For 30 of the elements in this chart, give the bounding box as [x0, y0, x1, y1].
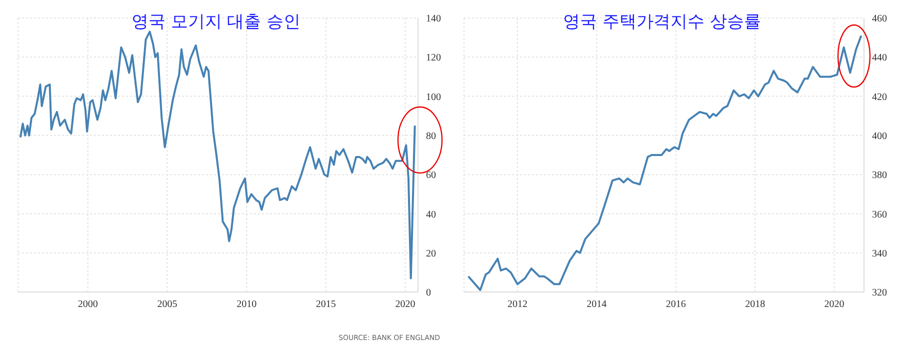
x-tick-label: 2010	[236, 299, 257, 310]
y-tick-label: 60	[426, 170, 436, 182]
y-tick-label: 80	[426, 130, 436, 142]
chart-title: 영국 주택가격지수 상승률	[562, 11, 762, 33]
y-tick-label: 120	[426, 52, 441, 64]
y-tick-label: 380	[872, 170, 887, 182]
y-tick-label: 40	[426, 209, 436, 220]
y-tick-label: 360	[872, 209, 887, 220]
y-tick-label: 320	[872, 288, 887, 299]
x-tick-label: 2012	[507, 299, 528, 310]
y-tick-label: 340	[872, 248, 887, 260]
y-tick-label: 0	[426, 288, 431, 299]
y-tick-label: 140	[426, 14, 441, 25]
y-tick-label: 460	[872, 14, 887, 25]
y-tick-label: 420	[872, 92, 887, 103]
x-tick-label: 2000	[78, 299, 98, 310]
y-tick-label: 100	[426, 92, 441, 103]
y-tick-label: 20	[426, 248, 436, 260]
y-tick-label: 400	[872, 130, 887, 142]
x-tick-label: 2014	[586, 299, 607, 310]
x-tick-label: 2016	[666, 299, 686, 310]
x-tick-label: 2020	[395, 299, 416, 310]
x-tick-label: 2018	[745, 299, 766, 310]
y-tick-label: 440	[872, 52, 887, 64]
chart-title: 영국 모기지 대출 승인	[130, 11, 302, 33]
line-series	[19, 30, 416, 280]
line-series	[467, 34, 862, 292]
x-tick-label: 2015	[316, 299, 336, 310]
x-tick-label: 2005	[157, 299, 178, 310]
x-tick-label: 2020	[824, 299, 844, 310]
